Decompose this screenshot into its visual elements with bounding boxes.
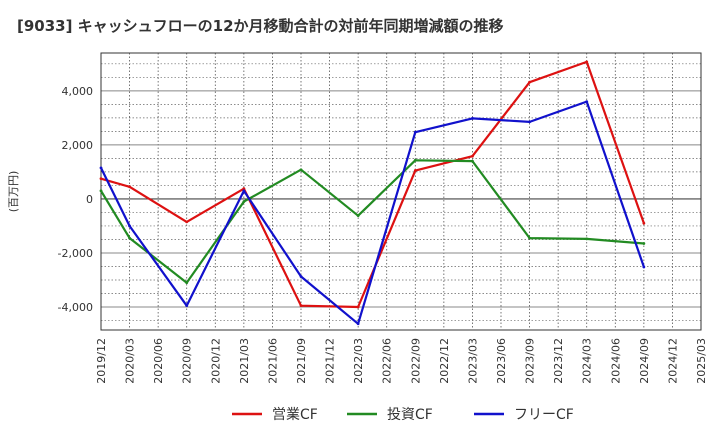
data-point xyxy=(128,236,131,240)
data-point xyxy=(185,220,189,224)
x-tick-label: 2024/06 xyxy=(609,338,622,384)
x-tick-label: 2023/06 xyxy=(495,338,508,384)
plot-area: 4,000 2,000 0 -2,000 -4,000 2019/12 2020/03 202… xyxy=(7,52,708,384)
data-point xyxy=(585,237,589,241)
x-tick-label: 2021/06 xyxy=(266,338,279,384)
x-tick-label: 2020/03 xyxy=(124,338,137,384)
y-axis-label: (百万円) xyxy=(7,171,20,213)
data-point xyxy=(585,60,589,64)
x-tick-label: 2020/09 xyxy=(181,338,194,384)
data-point xyxy=(185,281,189,285)
data-point xyxy=(585,100,589,104)
x-tick-label: 2021/12 xyxy=(324,338,337,384)
data-point xyxy=(185,304,189,308)
x-tick-label: 2021/03 xyxy=(238,338,251,384)
plot-background xyxy=(101,53,701,330)
x-tick-label: 2023/09 xyxy=(524,338,537,384)
x-tick-label: 2022/06 xyxy=(381,338,394,384)
x-tick-label: 2019/12 xyxy=(95,338,108,384)
data-point xyxy=(242,200,246,204)
legend-label: 投資CF xyxy=(387,407,433,423)
y-tick-label: 4,000 xyxy=(62,85,94,98)
x-tick-label: 2024/12 xyxy=(666,338,679,384)
data-point xyxy=(528,236,531,240)
x-tick-label: 2021/09 xyxy=(295,338,308,384)
x-tick-label: 2024/03 xyxy=(581,338,594,384)
data-point xyxy=(356,305,360,309)
x-tick-label: 2022/03 xyxy=(352,338,365,384)
x-tick-label: 2023/12 xyxy=(552,338,565,384)
data-point xyxy=(99,189,103,193)
data-point xyxy=(356,322,360,326)
legend-label: 営業CF xyxy=(272,407,318,423)
data-point xyxy=(299,304,303,308)
x-tick-label: 2020/12 xyxy=(209,338,222,384)
data-point xyxy=(528,120,531,124)
x-tick-label: 2023/03 xyxy=(466,338,479,384)
data-point xyxy=(413,169,417,172)
data-point xyxy=(128,224,131,228)
chart-title: [9033] キャッシュフローの12か月移動合計の対前年同期増減額の推移 xyxy=(17,17,504,35)
data-point xyxy=(642,265,646,269)
data-point xyxy=(413,130,417,134)
x-tick-label: 2022/09 xyxy=(409,338,422,384)
y-tick-label: -4,000 xyxy=(58,301,93,314)
y-tick-label: 2,000 xyxy=(62,139,94,152)
x-tick-label: 2025/03 xyxy=(695,338,708,384)
data-point xyxy=(99,166,103,170)
legend: 営業CF 投資CF フリーCF xyxy=(232,407,574,423)
data-point xyxy=(642,242,646,245)
data-point xyxy=(242,187,246,191)
data-point xyxy=(299,168,303,172)
data-point xyxy=(471,116,474,120)
data-point xyxy=(242,189,246,193)
x-tick-label: 2022/12 xyxy=(438,338,451,384)
y-tick-label: -2,000 xyxy=(58,247,93,260)
x-tick-label: 2020/06 xyxy=(152,338,165,384)
data-point xyxy=(528,80,531,84)
data-point xyxy=(356,214,360,218)
data-point xyxy=(413,158,417,162)
data-point xyxy=(128,185,131,189)
data-point xyxy=(299,275,303,278)
x-tick-label: 2024/09 xyxy=(638,338,651,384)
legend-label: フリーCF xyxy=(514,407,574,423)
data-point xyxy=(99,177,103,181)
data-point xyxy=(471,154,474,158)
data-point xyxy=(642,221,646,225)
y-tick-label: 0 xyxy=(86,193,93,206)
data-point xyxy=(471,159,474,163)
